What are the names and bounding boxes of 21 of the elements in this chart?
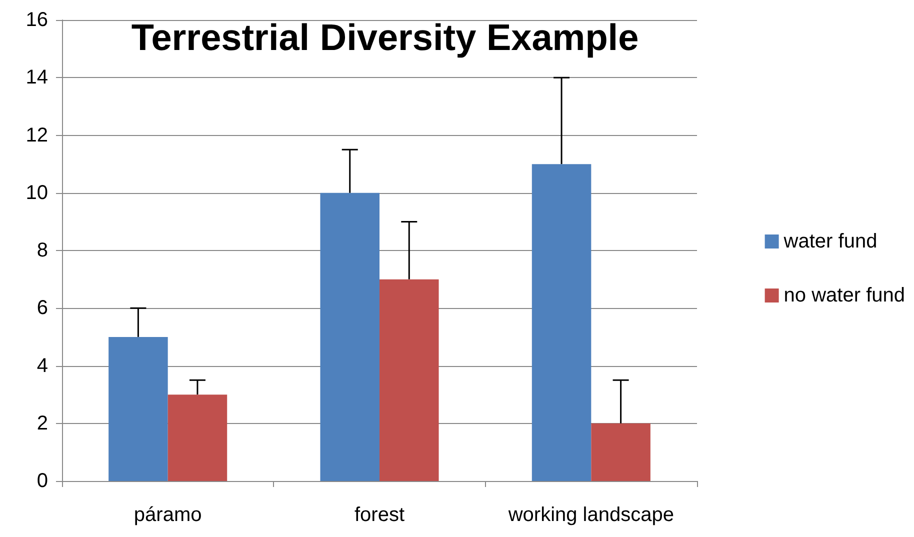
y-tick-label: 4: [36, 354, 48, 377]
y-tick-label: 2: [36, 412, 48, 434]
y-tick-label: 0: [36, 470, 48, 492]
legend-label: water fund: [782, 230, 878, 252]
bar: [168, 394, 228, 481]
bar: [108, 336, 168, 481]
bar: [380, 279, 439, 481]
y-tick-label: 14: [26, 66, 48, 89]
y-tick-label: 10: [26, 182, 48, 204]
x-tick-label: forest: [354, 504, 405, 526]
x-tick-label: páramo: [134, 504, 202, 526]
bar: [591, 423, 650, 481]
y-tick-label: 12: [26, 124, 48, 146]
y-tick-label: 6: [36, 297, 48, 320]
chart-title: Terrestrial Diversity Example: [131, 17, 639, 58]
bar: [532, 164, 592, 481]
bar: [320, 192, 380, 481]
legend-label: no water fund: [784, 284, 906, 306]
y-tick-label: 8: [36, 240, 48, 262]
x-tick-label: working landscape: [507, 504, 674, 526]
y-tick-label: 16: [26, 9, 48, 31]
